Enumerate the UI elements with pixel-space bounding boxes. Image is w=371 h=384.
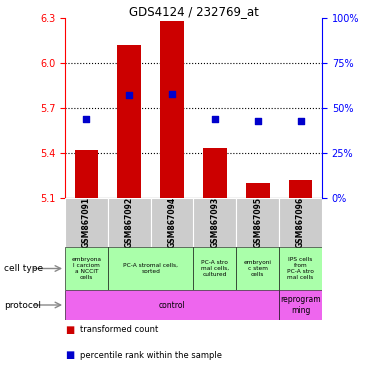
Point <box>212 116 218 122</box>
Bar <box>236 198 279 247</box>
Bar <box>160 21 184 198</box>
Bar <box>203 149 227 198</box>
Point <box>255 118 261 124</box>
Text: ■: ■ <box>65 350 74 360</box>
Text: PC-A stromal cells,
sorted: PC-A stromal cells, sorted <box>123 263 178 274</box>
Point <box>298 118 303 124</box>
Text: PC-A stro
mal cells,
cultured: PC-A stro mal cells, cultured <box>201 260 229 277</box>
Bar <box>289 180 312 198</box>
Text: percentile rank within the sample: percentile rank within the sample <box>80 351 222 359</box>
Bar <box>151 198 194 247</box>
Text: protocol: protocol <box>4 301 41 310</box>
Bar <box>65 247 108 290</box>
Bar <box>246 183 269 198</box>
Text: GSM867093: GSM867093 <box>210 197 219 248</box>
Text: GSM867095: GSM867095 <box>253 197 262 248</box>
Bar <box>75 150 98 198</box>
Title: GDS4124 / 232769_at: GDS4124 / 232769_at <box>129 5 259 18</box>
Bar <box>118 45 141 198</box>
Text: reprogram
ming: reprogram ming <box>280 295 321 315</box>
Bar <box>108 247 194 290</box>
Text: transformed count: transformed count <box>80 326 158 334</box>
Text: GSM867092: GSM867092 <box>125 197 134 248</box>
Bar <box>194 247 236 290</box>
Text: GSM867091: GSM867091 <box>82 197 91 248</box>
Text: embryoni
c stem
cells: embryoni c stem cells <box>244 260 272 277</box>
Bar <box>279 290 322 320</box>
Bar <box>279 198 322 247</box>
Point <box>83 116 89 122</box>
Bar <box>108 198 151 247</box>
Text: control: control <box>159 301 186 310</box>
Bar <box>236 247 279 290</box>
Text: cell type: cell type <box>4 264 43 273</box>
Point <box>126 92 132 98</box>
Bar <box>279 247 322 290</box>
Text: ■: ■ <box>65 325 74 335</box>
Text: IPS cells
from
PC-A stro
mal cells: IPS cells from PC-A stro mal cells <box>287 257 314 280</box>
Bar <box>65 290 279 320</box>
Point <box>169 91 175 97</box>
Bar <box>65 198 108 247</box>
Text: GSM867096: GSM867096 <box>296 197 305 248</box>
Bar <box>194 198 236 247</box>
Text: embryona
l carciom
a NCCIT
cells: embryona l carciom a NCCIT cells <box>71 257 101 280</box>
Text: GSM867094: GSM867094 <box>168 197 177 248</box>
